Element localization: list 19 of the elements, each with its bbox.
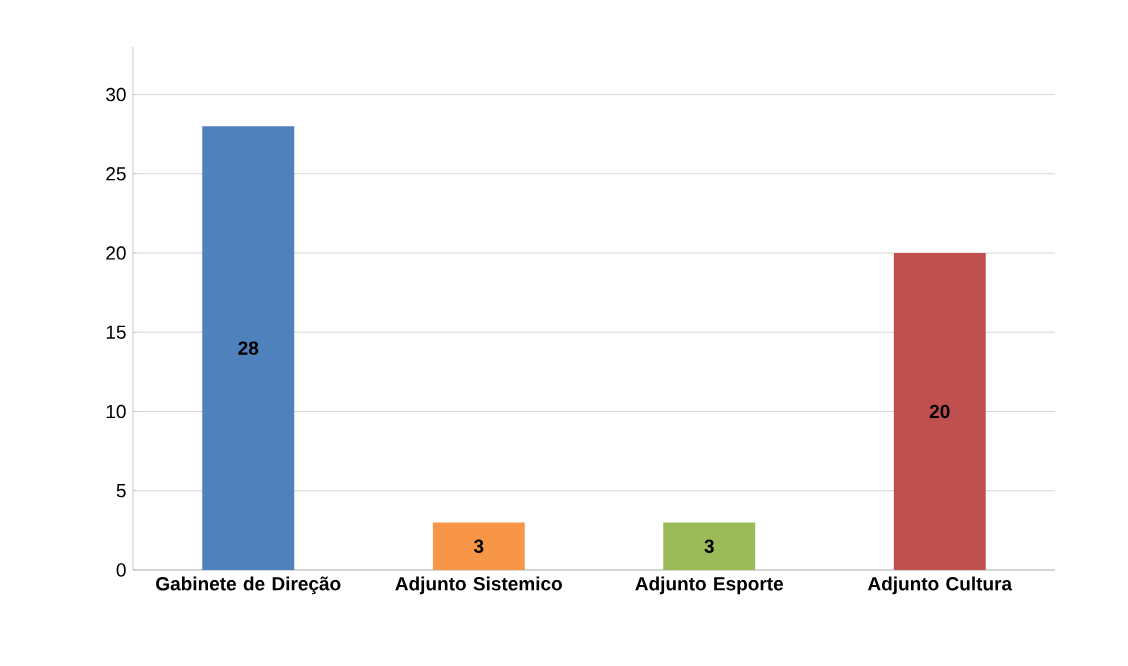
data-label: 3 [704,539,714,553]
bar [202,126,295,570]
x-tick-label: Adjunto Esporte [635,576,784,595]
y-tick-label: 15 [106,325,126,339]
data-label: 3 [473,539,484,553]
data-label: 20 [929,404,950,419]
y-tick-label: 0 [116,563,126,577]
x-tick-label: Adjunto Cultura [867,576,1013,595]
data-label: 28 [238,341,259,355]
y-tick-label: 25 [106,167,126,181]
x-tick-label: Gabinete de Direção [156,576,341,595]
bar [432,522,525,570]
x-tick-label: Adjunto Sistemico [395,576,562,595]
bar [893,253,986,570]
y-tick-label: 20 [106,246,126,260]
y-tick-label: 5 [116,484,126,498]
y-tick-label: 10 [106,404,126,419]
y-tick-label: 30 [106,87,126,102]
bar [663,522,756,570]
